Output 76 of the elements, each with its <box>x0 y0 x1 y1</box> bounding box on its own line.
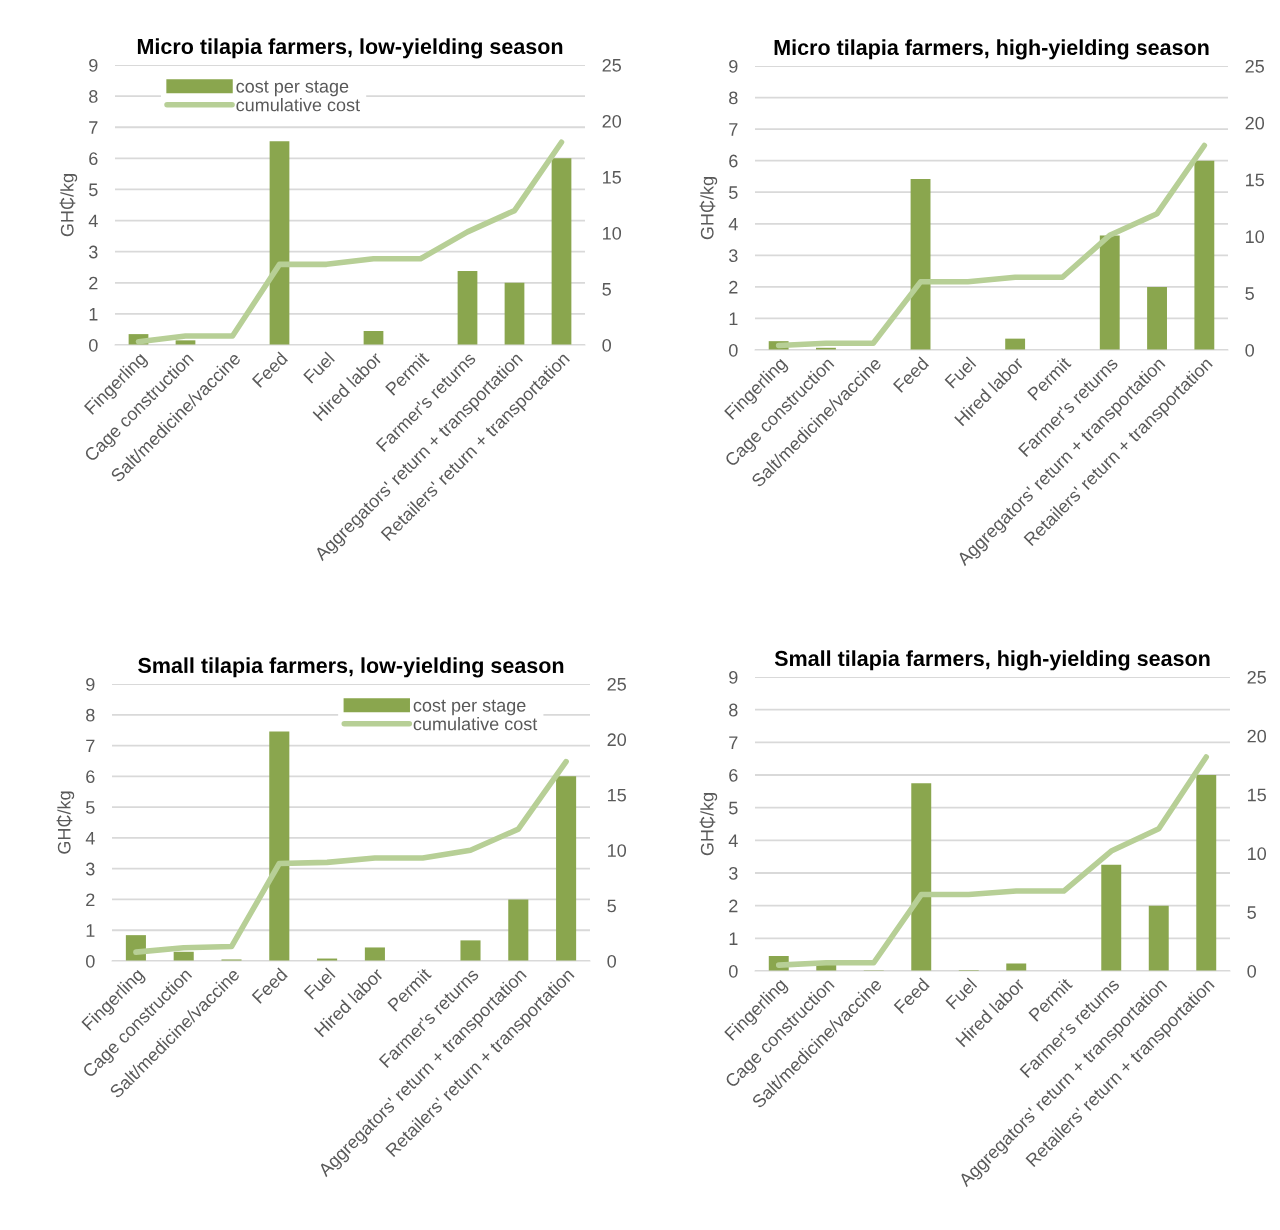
y2-tick-label: 15 <box>608 788 626 802</box>
y-tick-label: 3 <box>88 245 98 259</box>
y2-tick-label: 20 <box>602 114 622 128</box>
y-tick-label: 3 <box>728 249 738 263</box>
y-tick-label: 6 <box>89 152 98 166</box>
y2-tick-label: 25 <box>607 677 626 691</box>
y-tick-label: 2 <box>729 899 738 913</box>
y-tick-label: 0 <box>86 954 95 968</box>
y2-tick-label: 20 <box>1245 116 1265 130</box>
legend-label: cumulative cost <box>413 717 538 731</box>
y-tick-label: 0 <box>89 338 98 352</box>
y-tick-label: 1 <box>86 924 95 937</box>
y2-tick-label: 0 <box>607 954 616 968</box>
y2-tick-label: 25 <box>1247 670 1266 684</box>
y-tick-label: 8 <box>729 91 738 105</box>
y-tick-label: 9 <box>729 59 738 73</box>
y-tick-label: 0 <box>729 343 738 357</box>
y-tick-label: 1 <box>729 932 738 945</box>
y2-tick-label: 15 <box>1248 788 1266 802</box>
y-tick-label: 6 <box>86 770 95 784</box>
y-tick-label: 5 <box>86 801 95 814</box>
y2-tick-label: 0 <box>1247 964 1256 978</box>
y-axis-title: GH₵/kg <box>699 793 718 856</box>
y-tick-label: 7 <box>729 736 738 749</box>
chart-title: Small tilapia farmers, high-yielding season <box>774 650 1210 671</box>
y-tick-label: 5 <box>729 186 738 199</box>
chart-title: Micro tilapia farmers, high-yielding season <box>774 39 1209 60</box>
y-tick-label: 5 <box>729 801 738 815</box>
y-tick-label: 6 <box>729 154 738 168</box>
y2-tick-label: 5 <box>607 899 616 913</box>
y2-tick-label: 10 <box>608 844 627 857</box>
y2-tick-label: 10 <box>1246 230 1265 244</box>
y2-tick-label: 5 <box>602 283 611 296</box>
legend-label: cumulative cost <box>236 98 360 112</box>
y2-tick-label: 20 <box>607 733 627 747</box>
y-tick-label: 2 <box>86 893 95 906</box>
chart-title: Small tilapia farmers, low-yielding season <box>138 657 564 678</box>
y-axis-title: GH₵/kg <box>56 791 75 854</box>
y2-tick-label: 25 <box>602 58 621 72</box>
y-tick-label: 8 <box>729 703 738 717</box>
y2-tick-label: 25 <box>1245 59 1264 73</box>
y-tick-label: 9 <box>86 677 95 691</box>
y2-tick-label: 0 <box>602 338 611 352</box>
chart-title: Micro tilapia farmers, low-yielding season <box>137 38 563 59</box>
y-axis-title: GH₵/kg <box>699 177 718 240</box>
y-tick-label: 0 <box>729 964 738 978</box>
y-tick-label: 2 <box>89 276 98 290</box>
y-tick-label: 4 <box>728 834 738 847</box>
y-tick-label: 9 <box>729 670 738 684</box>
y-tick-label: 1 <box>89 308 98 321</box>
y-tick-label: 7 <box>86 739 95 753</box>
y-tick-label: 9 <box>89 58 98 72</box>
y2-tick-label: 15 <box>1246 173 1264 187</box>
y-tick-label: 2 <box>729 280 738 294</box>
y-tick-label: 4 <box>85 832 95 845</box>
y-tick-label: 7 <box>89 121 98 134</box>
y-tick-label: 8 <box>89 90 98 103</box>
y-axis-title: GH₵/kg <box>59 174 78 237</box>
y-tick-label: 7 <box>729 123 738 136</box>
y-tick-label: 3 <box>85 862 95 876</box>
y-tick-label: 1 <box>729 312 738 325</box>
y-tick-label: 5 <box>89 183 98 197</box>
legend-label: cost per stage <box>413 699 526 716</box>
y2-tick-label: 15 <box>603 171 621 184</box>
y-tick-label: 3 <box>728 866 738 880</box>
y-tick-label: 8 <box>86 708 95 722</box>
y-tick-label: 6 <box>729 768 738 782</box>
y2-tick-label: 10 <box>1248 847 1267 861</box>
y2-tick-label: 5 <box>1245 287 1254 300</box>
y2-tick-label: 5 <box>1247 906 1256 919</box>
y-tick-label: 4 <box>88 214 98 228</box>
y2-tick-label: 20 <box>1247 729 1267 743</box>
y-tick-label: 4 <box>728 217 738 231</box>
y2-tick-label: 0 <box>1245 343 1254 357</box>
legend-label: cost per stage <box>236 80 349 97</box>
y2-tick-label: 10 <box>603 226 622 240</box>
